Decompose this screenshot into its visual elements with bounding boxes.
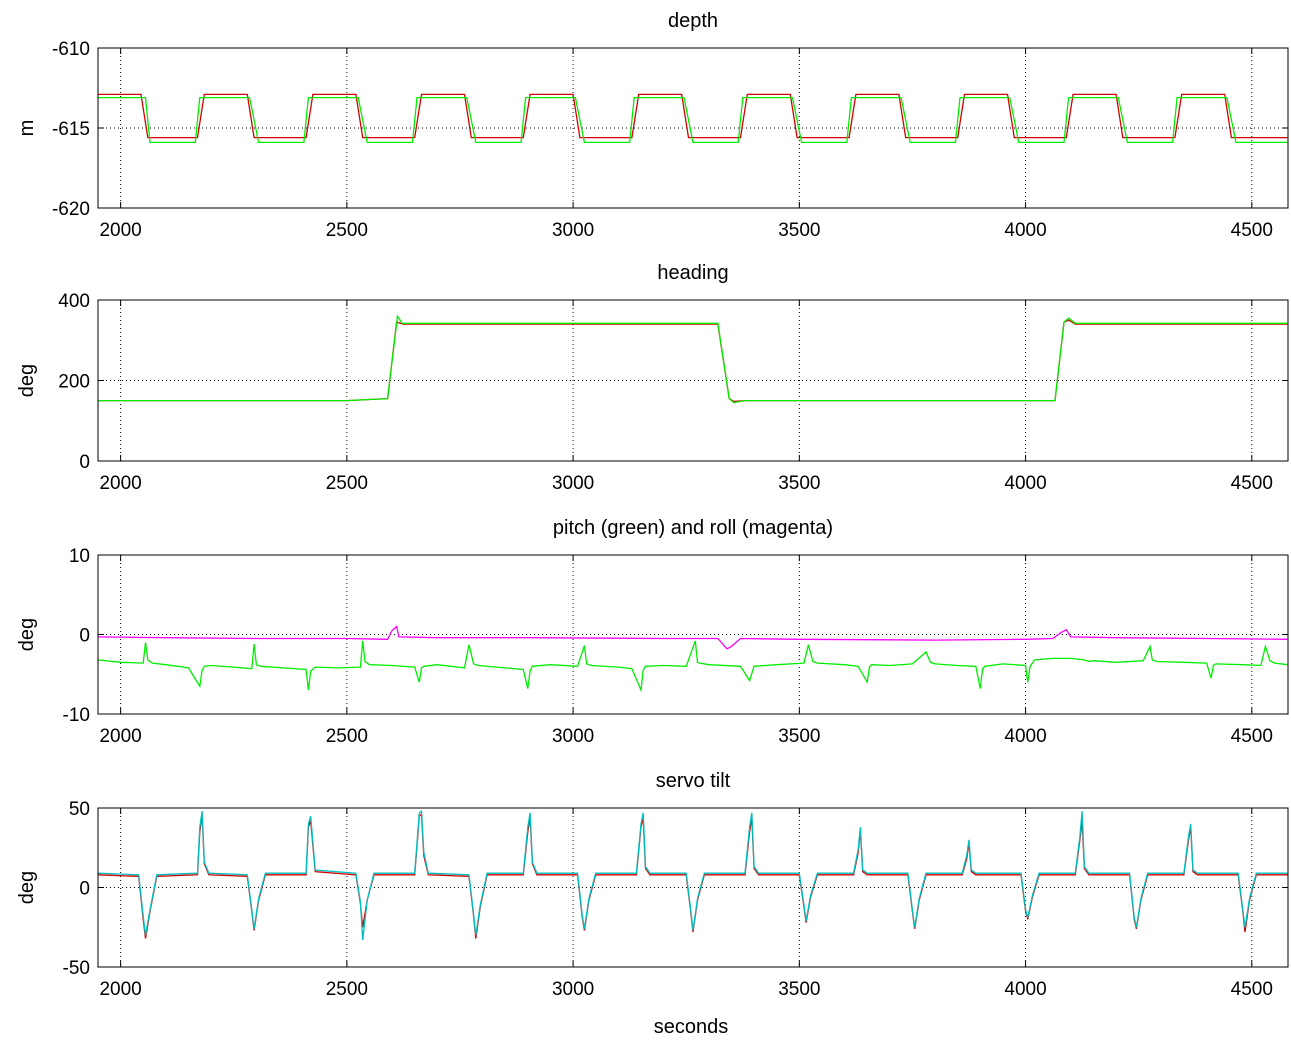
panel-4: servo tilt 2000 2500 3000 3500 4000 4500 -50 0 50… xyxy=(16,770,1289,1000)
x-tick-label: 2000 xyxy=(99,473,141,494)
x-tick-label: 4000 xyxy=(1004,979,1046,1000)
x-tick-label: 4500 xyxy=(1231,726,1273,747)
series-line-1 xyxy=(97,640,1289,693)
x-tick-label: 3000 xyxy=(552,726,594,747)
x-tick-label: 2500 xyxy=(326,726,368,747)
x-tick-label: 4500 xyxy=(1231,220,1273,241)
x-tick-label: 2000 xyxy=(99,726,141,747)
panel-title: pitch (green) and roll (magenta) xyxy=(553,517,833,539)
series-line-2 xyxy=(97,809,1288,941)
y-tick-label: -50 xyxy=(63,958,90,979)
x-tick-label: 2500 xyxy=(326,979,368,1000)
y-tick-label: 0 xyxy=(79,452,90,473)
series-line-1 xyxy=(98,93,1288,139)
y-tick-label: 400 xyxy=(58,291,90,312)
y-tick-label: 0 xyxy=(79,879,90,900)
y-axis-label: deg xyxy=(16,871,38,904)
x-axis-label: seconds xyxy=(654,1016,729,1038)
y-axis-label: deg xyxy=(16,618,38,651)
y-tick-label: 200 xyxy=(58,372,90,393)
plot-frame xyxy=(97,554,1289,715)
x-tick-label: 3000 xyxy=(552,979,594,1000)
x-tick-label: 4000 xyxy=(1004,473,1046,494)
y-tick-label: -610 xyxy=(52,39,90,60)
panel-3: pitch (green) and roll (magenta) 2000 2500… xyxy=(16,517,1289,747)
series-line-2 xyxy=(98,96,1288,144)
x-tick-label: 2000 xyxy=(99,979,141,1000)
panel-1: depth 2000 2500 3000 3500 4000 4500 -620 -615 -61… xyxy=(16,10,1289,241)
x-tick-label: 4500 xyxy=(1231,473,1273,494)
series-line-1 xyxy=(97,813,1288,939)
y-tick-label: -10 xyxy=(63,705,90,726)
panel-title: heading xyxy=(657,262,728,284)
y-tick-label: 50 xyxy=(69,799,90,820)
y-axis-label: m xyxy=(16,120,38,137)
panel-2: heading 2000 2500 3000 3500 4000 4500 0 200 400 de… xyxy=(16,262,1289,494)
x-tick-label: 4000 xyxy=(1004,726,1046,747)
x-tick-label: 3500 xyxy=(778,220,820,241)
x-tick-label: 4000 xyxy=(1004,220,1046,241)
x-tick-label: 2500 xyxy=(326,473,368,494)
series-line-2 xyxy=(98,314,1288,404)
x-tick-label: 3500 xyxy=(778,726,820,747)
plot-frame xyxy=(97,47,1289,209)
x-tick-label: 3000 xyxy=(552,473,594,494)
x-tick-label: 3500 xyxy=(778,473,820,494)
y-axis-label: deg xyxy=(16,364,38,397)
x-tick-label: 2500 xyxy=(326,220,368,241)
y-tick-label: 10 xyxy=(69,546,90,567)
x-tick-label: 3000 xyxy=(552,220,594,241)
series-line-1 xyxy=(98,319,1288,403)
panel-title: servo tilt xyxy=(656,770,731,792)
series-line-2 xyxy=(97,625,1289,650)
y-tick-label: -615 xyxy=(52,119,90,140)
x-tick-label: 3500 xyxy=(778,979,820,1000)
x-tick-label: 2000 xyxy=(99,220,141,241)
y-tick-label: -620 xyxy=(52,199,90,220)
y-tick-label: 0 xyxy=(79,626,90,647)
panel-title: depth xyxy=(668,10,718,32)
plot-frame xyxy=(97,807,1289,968)
x-tick-label: 4500 xyxy=(1231,979,1273,1000)
